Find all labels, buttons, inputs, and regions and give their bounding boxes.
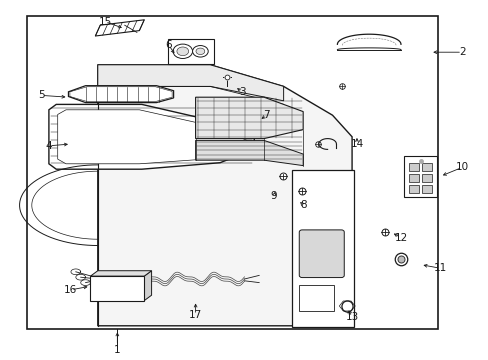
- Circle shape: [173, 44, 192, 58]
- Polygon shape: [195, 97, 303, 139]
- Text: 10: 10: [455, 162, 468, 172]
- Text: 15: 15: [98, 17, 112, 27]
- Text: 8: 8: [299, 200, 306, 210]
- FancyBboxPatch shape: [291, 170, 353, 327]
- FancyBboxPatch shape: [299, 285, 334, 311]
- FancyBboxPatch shape: [404, 156, 436, 197]
- Text: 7: 7: [263, 110, 269, 120]
- FancyBboxPatch shape: [408, 174, 418, 182]
- FancyBboxPatch shape: [421, 174, 431, 182]
- Text: 9: 9: [270, 191, 277, 201]
- Polygon shape: [90, 271, 151, 276]
- Text: 14: 14: [349, 139, 363, 149]
- Bar: [27, 16, 437, 329]
- Polygon shape: [144, 271, 151, 301]
- Polygon shape: [95, 20, 144, 36]
- Circle shape: [177, 47, 188, 55]
- Polygon shape: [68, 86, 173, 103]
- Polygon shape: [81, 280, 90, 285]
- Text: 2: 2: [458, 47, 465, 57]
- FancyBboxPatch shape: [167, 39, 213, 64]
- FancyBboxPatch shape: [408, 185, 418, 193]
- Polygon shape: [58, 110, 246, 164]
- FancyBboxPatch shape: [408, 163, 418, 171]
- Polygon shape: [76, 274, 85, 280]
- Text: 3: 3: [238, 87, 245, 97]
- Polygon shape: [98, 65, 351, 326]
- Bar: [90, 276, 144, 301]
- Polygon shape: [71, 269, 81, 275]
- Circle shape: [192, 46, 208, 57]
- Text: 4: 4: [45, 141, 52, 151]
- Text: 13: 13: [345, 312, 358, 322]
- Text: 11: 11: [432, 263, 446, 273]
- Text: 12: 12: [393, 233, 407, 243]
- Text: 16: 16: [64, 285, 78, 295]
- FancyBboxPatch shape: [299, 230, 344, 278]
- Text: 5: 5: [38, 90, 45, 100]
- FancyBboxPatch shape: [421, 185, 431, 193]
- Polygon shape: [195, 140, 303, 166]
- Polygon shape: [98, 65, 283, 101]
- Text: 6: 6: [165, 40, 172, 50]
- Text: 1: 1: [114, 345, 121, 355]
- FancyBboxPatch shape: [421, 163, 431, 171]
- Polygon shape: [49, 104, 254, 169]
- Text: 17: 17: [188, 310, 202, 320]
- Circle shape: [196, 48, 204, 55]
